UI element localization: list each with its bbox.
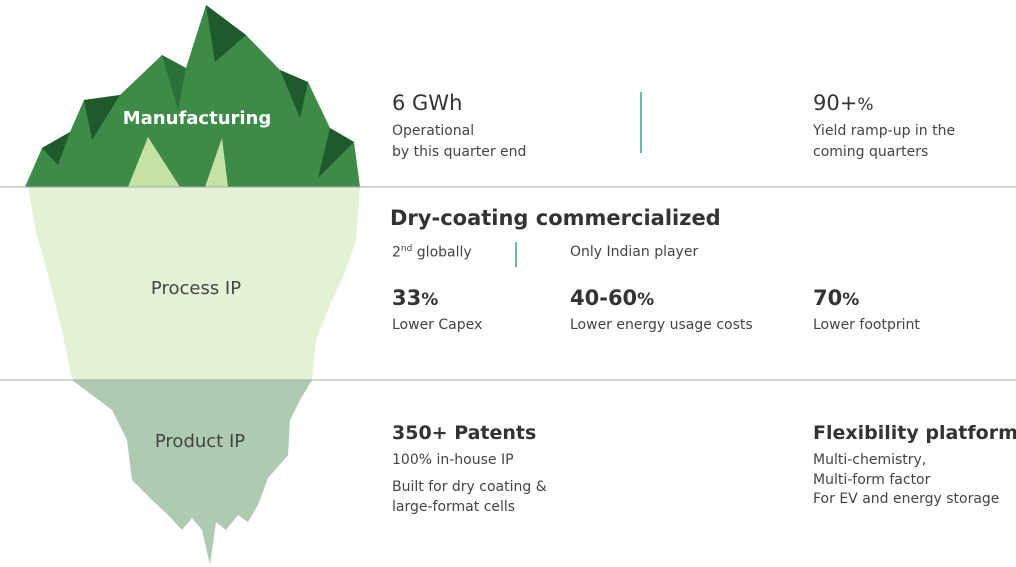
page: Manufacturing Process IP Product IP 6 GW…: [0, 0, 1016, 567]
stat-value: 6 GWh: [392, 91, 462, 115]
iceberg-label: Process IP: [151, 278, 241, 299]
section-title: Dry-coating commercialized: [390, 206, 721, 230]
unit: %: [637, 290, 654, 310]
iceberg-top: [25, 5, 360, 187]
number: 33: [392, 286, 421, 310]
number: 40-60: [570, 286, 637, 310]
stat-text: Operational: [392, 123, 474, 139]
number: 2: [392, 245, 401, 261]
stat-text: 100% in-house IP: [392, 452, 514, 468]
stat-value: 70%: [813, 286, 859, 310]
text: globally: [417, 245, 472, 261]
stat-text: Yield ramp-up in the: [813, 123, 955, 139]
stat-text: Multi-chemistry,: [813, 452, 926, 468]
section-title: 350+ Patents: [392, 422, 536, 444]
suffix: nd: [401, 244, 412, 254]
note: Only Indian player: [570, 244, 698, 260]
stat-value: 40-60%: [570, 286, 654, 310]
stat-text: large-format cells: [392, 499, 515, 515]
iceberg-label: Product IP: [155, 431, 245, 452]
section-title: Flexibility platform: [813, 422, 1016, 444]
stat-text: by this quarter end: [392, 144, 526, 160]
unit: %: [421, 290, 438, 310]
unit: %: [842, 290, 859, 310]
stat-text: For EV and energy storage: [813, 491, 999, 507]
stat-text: Lower footprint: [813, 317, 920, 333]
iceberg-label: Manufacturing: [123, 108, 272, 129]
stat-text: coming quarters: [813, 144, 928, 160]
iceberg-bottom: [72, 380, 312, 565]
number: 90+: [813, 91, 857, 115]
stat-text: Multi-form factor: [813, 472, 930, 488]
stat-value: 33%: [392, 286, 438, 310]
unit: %: [857, 95, 873, 115]
stat-text: Lower energy usage costs: [570, 317, 753, 333]
number: 70: [813, 286, 842, 310]
stat-text: Lower Capex: [392, 317, 482, 333]
rank: 2nd globally: [392, 244, 472, 261]
stat-text: Built for dry coating &: [392, 479, 547, 495]
stat-value: 90+%: [813, 91, 873, 115]
